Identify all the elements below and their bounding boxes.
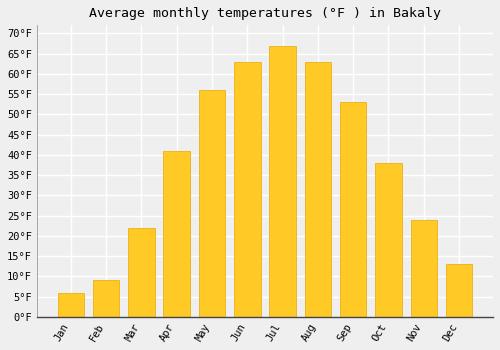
Title: Average monthly temperatures (°F ) in Bakaly: Average monthly temperatures (°F ) in Ba… (89, 7, 441, 20)
Bar (270, 46, 296, 317)
Bar (375, 163, 402, 317)
Bar (198, 90, 225, 317)
Bar (304, 62, 331, 317)
Bar (234, 62, 260, 317)
Bar (128, 228, 154, 317)
Bar (93, 280, 120, 317)
Bar (58, 293, 84, 317)
Bar (410, 220, 437, 317)
Bar (340, 102, 366, 317)
Bar (164, 151, 190, 317)
Bar (446, 264, 472, 317)
